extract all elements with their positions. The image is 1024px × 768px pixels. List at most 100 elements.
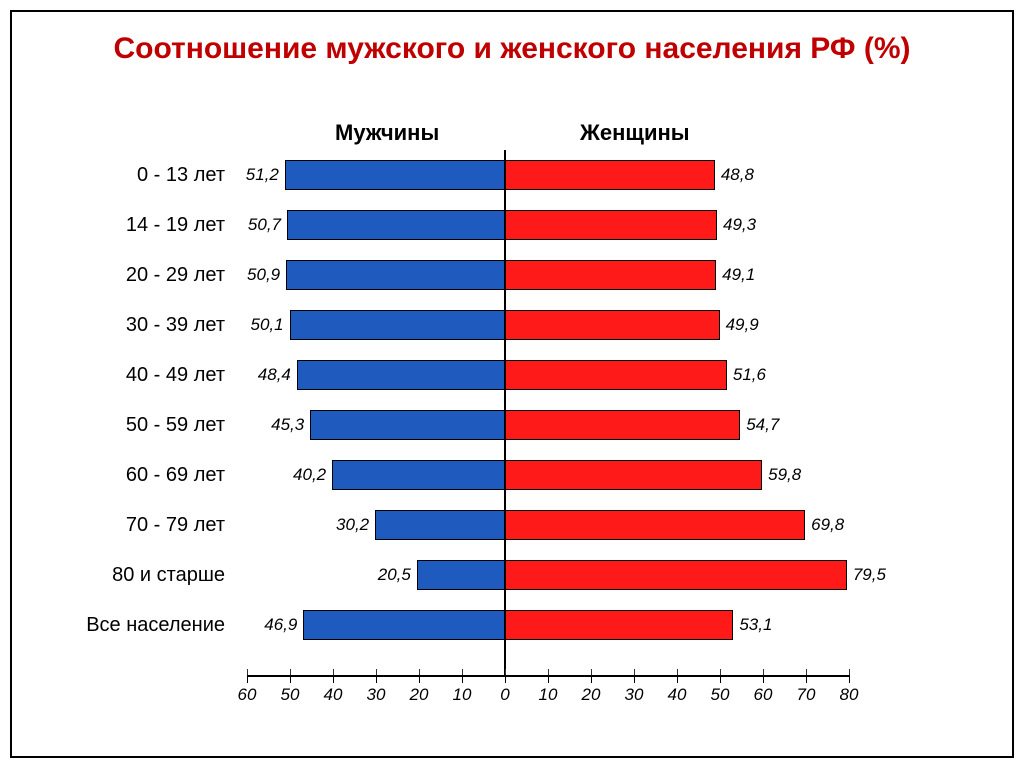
- x-tick: [763, 675, 764, 683]
- x-tick: [634, 675, 635, 683]
- x-tick-inner: [591, 669, 592, 675]
- bar-female: [505, 610, 733, 640]
- value-female: 51,6: [733, 360, 766, 390]
- x-tick-label: 70: [797, 685, 816, 705]
- bar-male: [303, 610, 505, 640]
- x-tick-label: 20: [410, 685, 429, 705]
- x-tick-label: 30: [625, 685, 644, 705]
- series-label-female: Женщины: [580, 120, 690, 146]
- age-row: Все население 46,9 53,1: [60, 610, 964, 640]
- x-tick-label: 0: [500, 685, 509, 705]
- bar-female: [505, 560, 847, 590]
- bar-female: [505, 460, 762, 490]
- value-female: 49,1: [722, 260, 755, 290]
- value-male: 48,4: [258, 360, 291, 390]
- value-female: 69,8: [811, 510, 844, 540]
- x-tick-label: 10: [453, 685, 472, 705]
- x-tick-inner: [806, 669, 807, 675]
- bar-female: [505, 210, 717, 240]
- age-row: 0 - 13 лет 51,2 48,8: [60, 160, 964, 190]
- value-female: 59,8: [768, 460, 801, 490]
- bar-female: [505, 510, 805, 540]
- bar-male: [310, 410, 505, 440]
- bar-male: [285, 160, 505, 190]
- age-group-label: 50 - 59 лет: [126, 410, 225, 440]
- value-female: 54,7: [746, 410, 779, 440]
- x-tick: [720, 675, 721, 683]
- x-tick: [591, 675, 592, 683]
- age-group-label: 60 - 69 лет: [126, 460, 225, 490]
- x-tick-label: 10: [539, 685, 558, 705]
- population-pyramid-chart: Мужчины Женщины 605040302010010203040506…: [60, 120, 964, 720]
- x-tick: [548, 675, 549, 683]
- x-tick-inner: [634, 669, 635, 675]
- bar-female: [505, 310, 720, 340]
- bar-male: [297, 360, 505, 390]
- series-label-male: Мужчины: [335, 120, 439, 146]
- bar-male: [290, 310, 505, 340]
- bar-male: [286, 260, 505, 290]
- bar-female: [505, 260, 716, 290]
- x-tick-inner: [548, 669, 549, 675]
- age-row: 80 и старше 20,5 79,5: [60, 560, 964, 590]
- age-group-label: 80 и старше: [112, 560, 225, 590]
- value-male: 40,2: [293, 460, 326, 490]
- x-tick: [677, 675, 678, 683]
- x-tick: [419, 675, 420, 683]
- value-female: 53,1: [739, 610, 772, 640]
- age-group-label: 70 - 79 лет: [126, 510, 225, 540]
- value-female: 79,5: [853, 560, 886, 590]
- age-row: 50 - 59 лет 45,3 54,7: [60, 410, 964, 440]
- value-female: 49,3: [723, 210, 756, 240]
- x-tick-inner: [505, 669, 506, 675]
- bar-male: [332, 460, 505, 490]
- age-row: 60 - 69 лет 40,2 59,8: [60, 460, 964, 490]
- bar-male: [375, 510, 505, 540]
- x-tick-label: 40: [668, 685, 687, 705]
- x-tick-label: 60: [238, 685, 257, 705]
- x-tick-label: 30: [367, 685, 386, 705]
- value-male: 20,5: [378, 560, 411, 590]
- x-tick-inner: [419, 669, 420, 675]
- age-group-label: Все население: [86, 610, 225, 640]
- age-row: 14 - 19 лет 50,7 49,3: [60, 210, 964, 240]
- x-tick-inner: [720, 669, 721, 675]
- value-male: 51,2: [246, 160, 279, 190]
- bar-male: [287, 210, 505, 240]
- x-tick: [290, 675, 291, 683]
- x-tick-label: 50: [711, 685, 730, 705]
- bar-female: [505, 160, 715, 190]
- x-tick-inner: [677, 669, 678, 675]
- value-female: 48,8: [721, 160, 754, 190]
- age-group-label: 14 - 19 лет: [126, 210, 225, 240]
- x-tick-label: 60: [754, 685, 773, 705]
- x-tick-label: 20: [582, 685, 601, 705]
- x-tick-label: 80: [840, 685, 859, 705]
- value-male: 50,7: [248, 210, 281, 240]
- x-tick: [462, 675, 463, 683]
- value-male: 30,2: [336, 510, 369, 540]
- value-male: 45,3: [271, 410, 304, 440]
- x-tick-inner: [849, 669, 850, 675]
- value-male: 46,9: [264, 610, 297, 640]
- x-tick: [333, 675, 334, 683]
- x-tick-inner: [376, 669, 377, 675]
- x-tick-inner: [763, 669, 764, 675]
- age-group-label: 30 - 39 лет: [126, 310, 225, 340]
- x-tick: [376, 675, 377, 683]
- x-tick: [247, 675, 248, 683]
- age-group-label: 40 - 49 лет: [126, 360, 225, 390]
- value-male: 50,9: [247, 260, 280, 290]
- age-row: 30 - 39 лет50,149,9: [60, 310, 964, 340]
- x-tick-label: 40: [324, 685, 343, 705]
- age-row: 70 - 79 лет 30,2 69,8: [60, 510, 964, 540]
- chart-title: Соотношение мужского и женского населени…: [0, 32, 1024, 66]
- x-tick-inner: [462, 669, 463, 675]
- age-row: 20 - 29 лет50,949,1: [60, 260, 964, 290]
- age-row: 40 - 49 лет 48,4 51,6: [60, 360, 964, 390]
- bar-male: [417, 560, 505, 590]
- bar-female: [505, 360, 727, 390]
- age-group-label: 0 - 13 лет: [137, 160, 225, 190]
- x-tick-inner: [333, 669, 334, 675]
- x-tick: [849, 675, 850, 683]
